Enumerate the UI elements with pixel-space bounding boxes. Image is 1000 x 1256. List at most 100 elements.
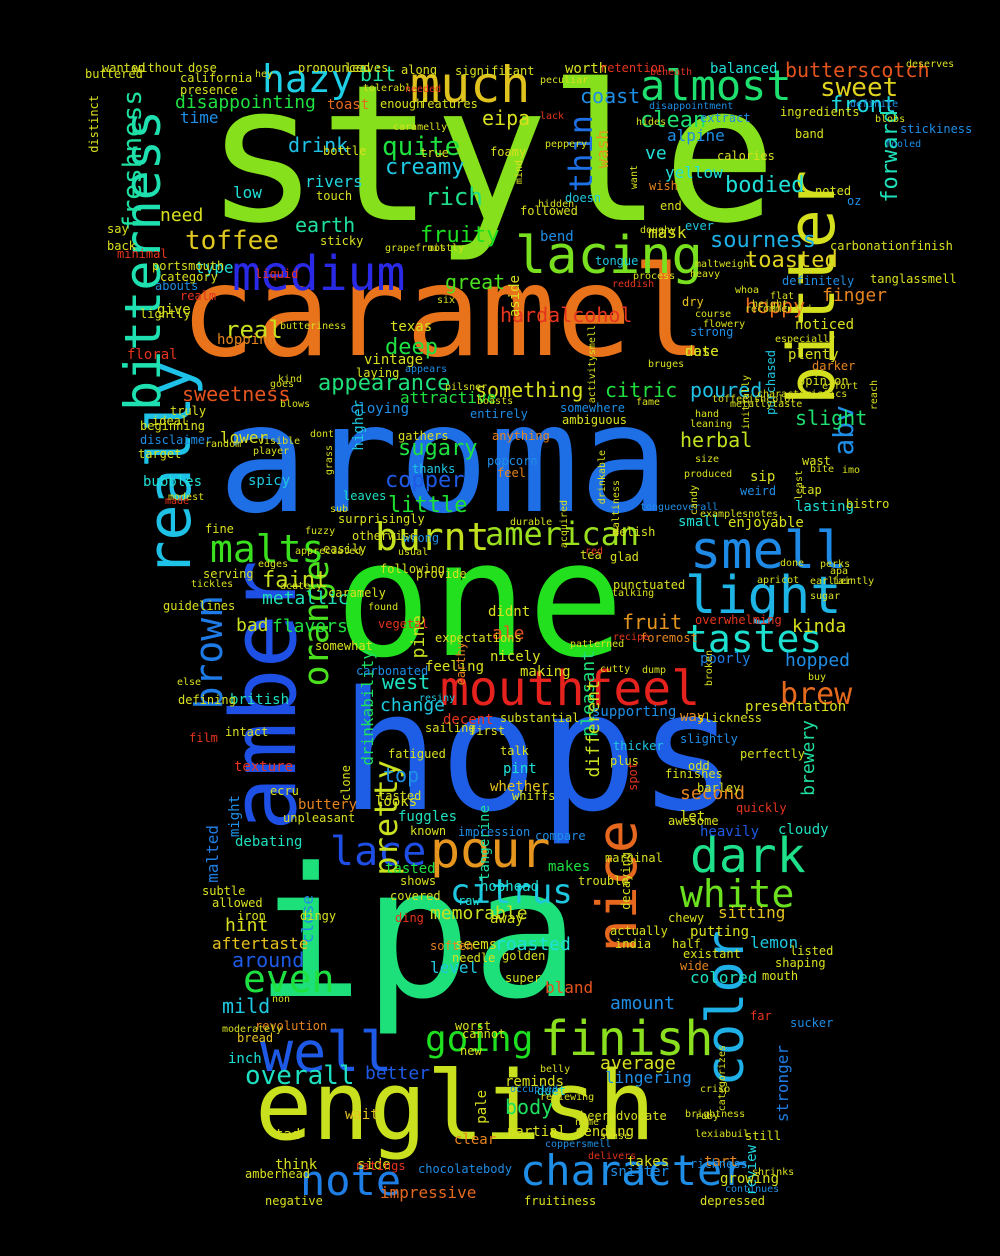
word-guidelines-215: guidelines (163, 599, 236, 613)
word-top-93: top (383, 763, 420, 787)
word-enjoyable-147: enjoyable (728, 515, 804, 531)
word-well-23: well (260, 1020, 393, 1084)
word-height-423: height (752, 299, 789, 310)
word-mind-441: mind (514, 160, 525, 185)
word-carbonated-307: carbonated (356, 664, 429, 678)
word-tolerable-446: tolerable (363, 83, 418, 94)
word-distinct-276: distinct (87, 95, 101, 153)
word-white-34: white (680, 872, 795, 916)
word-vintage-257: vintage (364, 352, 424, 368)
word-definite-367: definite (850, 99, 899, 110)
word-dingy-346: dingy (300, 909, 337, 923)
word-opinion-185: opinion (798, 374, 849, 388)
word-ipa-5: ipa (255, 830, 581, 1039)
word-thicker-248: thicker (613, 739, 664, 753)
word-crisp-456: crisp (700, 1084, 731, 1095)
word-new-315: new (460, 1044, 482, 1058)
word-least-372: least (794, 470, 805, 501)
word-depressed-320: depressed (700, 1194, 766, 1208)
word-impressive-107: impressive (380, 1183, 477, 1202)
word-grapefruit-283: grapefruit (385, 243, 446, 254)
word-note-25: note (300, 1156, 402, 1205)
word-ingredients-364: ingredients (780, 105, 860, 119)
word-acquired-395: acquired (559, 500, 570, 549)
word-wide-335: wide (680, 959, 709, 973)
word-unpleasant-125: unpleasant (283, 811, 356, 825)
word-surprisingly-210: surprisingly (338, 512, 425, 526)
word-fine-212: fine (205, 522, 234, 536)
word-mild-100: mild (222, 994, 271, 1018)
word-copper-69: copper (385, 468, 465, 493)
word-feel-205: feel (497, 466, 526, 480)
word-leaves-358: leaves (345, 61, 389, 75)
word-laying-258: laying (356, 366, 400, 380)
word-serving-213: serving (203, 567, 254, 581)
word-level-108: level (430, 958, 479, 977)
word-end-194: end (660, 199, 682, 213)
word-light-18: light (685, 566, 842, 626)
word-dont-406: dont (310, 429, 335, 440)
word-aside-201: aside (507, 275, 523, 318)
word-band-179: band (795, 127, 824, 141)
word-growing-169: growing (720, 1171, 780, 1187)
word-ever-191: ever (685, 219, 714, 233)
word-followed-200: followed (520, 204, 578, 218)
word-slight-66: slight (795, 406, 868, 430)
word-finger-58: finger (822, 285, 888, 306)
word-punctuated-303: punctuated (613, 578, 686, 592)
word-modest-296: modest (168, 492, 205, 503)
word-sense-459: sense (600, 1131, 631, 1142)
word-bubbles-119: bubbles (143, 474, 203, 490)
word-snifter-175: snifter (610, 1164, 670, 1180)
word-herbal-67: herbal (680, 428, 753, 452)
word-worth-138: worth (565, 61, 608, 77)
word-appreciated-402: appreciated (295, 546, 362, 557)
word-aroma-2: aroma (218, 373, 670, 547)
word-tickles-214: tickles (191, 579, 234, 590)
word-fruitiness-319: fruitiness (524, 1194, 597, 1208)
word-expectations-310: expectations (435, 631, 522, 645)
word-cloying-202: cloying (350, 401, 410, 417)
word-maltweight-436: maltweight (695, 259, 756, 270)
word-reviewing-449: reviewing (540, 1092, 595, 1103)
word-plus-249: plus (610, 754, 639, 768)
word-kind-413: kind (278, 374, 303, 385)
word-let-154: let (680, 809, 706, 825)
word-bodied-53: bodied (725, 173, 805, 198)
word-barley-247: barley (697, 781, 741, 795)
word-appearance-61: appearance (318, 371, 451, 396)
word-realm-260: realm (180, 289, 217, 303)
word-examplesnotes-398: examplesnotes (700, 509, 779, 520)
word-allowed-348: allowed (212, 896, 263, 910)
word-talk-234: talk (500, 744, 529, 758)
word-average-104: average (600, 1053, 676, 1074)
word-memorable-101: memorable (430, 903, 528, 924)
word-raw-338: raw (458, 894, 480, 908)
word-alpine-195: alpine (667, 126, 725, 145)
word-presentation-129: presentation (745, 699, 847, 715)
word-worst-317: worst (455, 1019, 492, 1033)
word-super-232: super (505, 971, 542, 985)
word-lack-444: lack (540, 111, 565, 122)
word-nicely-242: nicely (490, 649, 541, 665)
word-occupied-451: occupied (510, 1084, 559, 1095)
word-character-26: character (520, 1146, 748, 1195)
word-duet-172: duet (537, 1084, 566, 1098)
word-going-38: going (425, 1019, 534, 1060)
word-sip-144: sip (750, 469, 776, 485)
word-takes-174: takes (627, 1154, 670, 1170)
word-looks-126: looks (375, 794, 418, 810)
word-whiffs-354: whiffs (512, 789, 556, 803)
word-still-329: still (745, 1129, 782, 1143)
word-finishes-223: finishes (665, 767, 723, 781)
word-player-409: player (253, 446, 290, 457)
word-mask-196: mask (648, 223, 687, 242)
word-low-141: low (233, 183, 262, 202)
word-recipe-385: recipe (613, 632, 650, 643)
word-hopped-88: hopped (785, 650, 851, 671)
word-activitysmell-434: activitysmell (587, 325, 598, 404)
word-side-173: side (357, 1157, 391, 1173)
word-west-86: west (382, 670, 431, 694)
word-calories-365: calories (717, 149, 775, 163)
word-tastes-31: tastes (685, 617, 823, 661)
